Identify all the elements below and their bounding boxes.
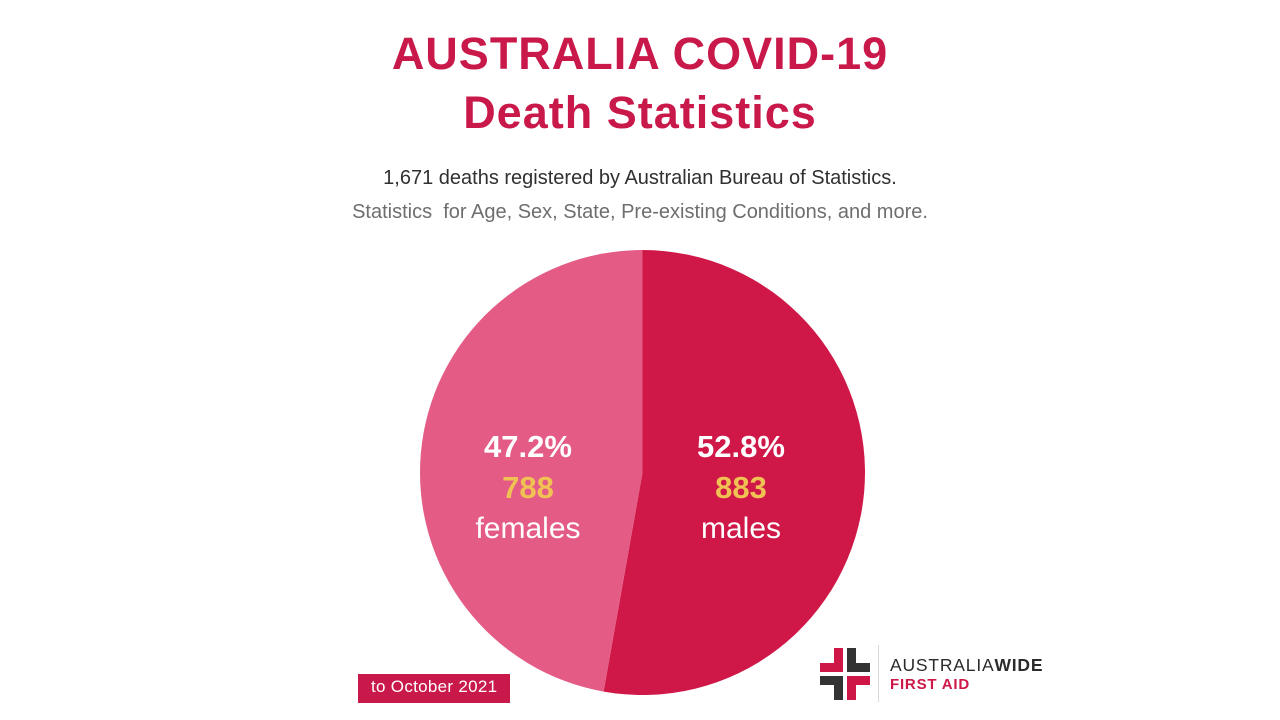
logo-divider bbox=[878, 645, 879, 702]
date-badge: to October 2021 bbox=[358, 674, 511, 703]
males-percent: 52.8% bbox=[697, 429, 785, 464]
females-percent: 47.2% bbox=[484, 429, 572, 464]
brand-logo: AUSTRALIAWIDE FIRST AID bbox=[820, 645, 1043, 702]
page-title-line1: AUSTRALIA COVID-19 bbox=[391, 28, 889, 79]
pie-slice-males bbox=[603, 250, 865, 695]
page-title-line2: Death Statistics bbox=[463, 87, 817, 138]
females-count: 788 bbox=[502, 470, 554, 505]
brand-name-regular: AUSTRALIA bbox=[890, 654, 995, 675]
males-count: 883 bbox=[715, 470, 767, 505]
page-title: AUSTRALIA COVID-19 Death Statistics bbox=[0, 24, 1280, 142]
subtitle-secondary: Statistics for Age, Sex, State, Pre-exis… bbox=[352, 201, 928, 223]
logo-text: AUSTRALIAWIDE FIRST AID bbox=[890, 655, 1043, 693]
females-label: females bbox=[475, 512, 581, 545]
pie-label-group-females: 47.2% 788 females bbox=[418, 426, 638, 549]
males-label: males bbox=[700, 512, 782, 545]
brand-name-bold: WIDE bbox=[994, 654, 1044, 675]
pie-chart bbox=[420, 250, 865, 695]
subtitle-primary: 1,671 deaths registered by Australian Bu… bbox=[383, 167, 897, 189]
brand-tagline: FIRST AID bbox=[890, 675, 970, 693]
pie-slice-females bbox=[420, 250, 643, 692]
brand-name: AUSTRALIAWIDE bbox=[890, 655, 1043, 675]
first-aid-cross-icon bbox=[820, 647, 870, 700]
pie-label-group-males: 52.8% 883 males bbox=[631, 426, 851, 549]
